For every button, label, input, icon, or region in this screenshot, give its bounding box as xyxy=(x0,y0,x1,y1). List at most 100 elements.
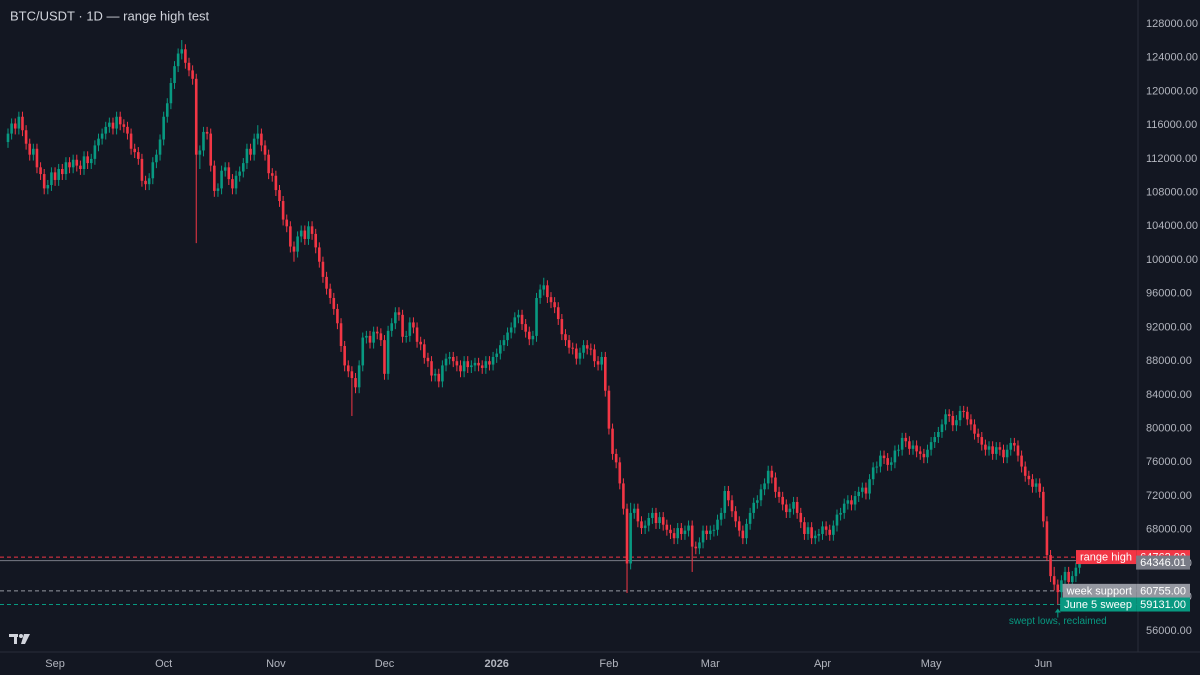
candle-body xyxy=(984,444,987,450)
candle-body xyxy=(368,335,372,343)
candle-body xyxy=(745,523,748,539)
candle-body xyxy=(1067,571,1070,583)
candle-body xyxy=(614,453,618,463)
candle-body xyxy=(969,419,973,425)
candle-body xyxy=(553,302,556,308)
candle-body xyxy=(994,447,998,454)
candle-body xyxy=(426,357,430,362)
x-tick-label: 2026 xyxy=(484,658,508,670)
candle-body xyxy=(759,489,763,501)
candle-body xyxy=(390,323,394,331)
candle-body xyxy=(260,133,263,146)
candle-body xyxy=(542,285,546,290)
candle-body xyxy=(307,226,310,239)
candle-body xyxy=(158,139,162,155)
candle-body xyxy=(951,415,955,426)
candle-body xyxy=(911,445,915,449)
candle-body xyxy=(191,70,194,79)
candle-body xyxy=(404,335,408,337)
candle-body xyxy=(698,542,701,549)
candle-body xyxy=(803,522,806,534)
level-name-tag: range high xyxy=(1080,551,1132,563)
candle-body xyxy=(209,133,213,166)
candle-body xyxy=(180,49,184,54)
candle-body xyxy=(991,446,994,454)
candle-body xyxy=(687,525,690,531)
candle-body xyxy=(618,462,622,484)
candle-body xyxy=(89,158,93,164)
candle-body xyxy=(520,314,524,325)
level-name-tag-bg xyxy=(1076,550,1136,565)
candle-body xyxy=(897,449,900,451)
y-tick-label: 72000.00 xyxy=(1146,490,1192,502)
candle-body xyxy=(719,512,723,520)
candle-body xyxy=(625,508,629,564)
candle-body xyxy=(488,361,491,365)
logo-part xyxy=(19,634,23,638)
candle-body xyxy=(245,148,249,164)
logo xyxy=(9,634,30,644)
candle-body xyxy=(929,442,933,450)
candle-body xyxy=(115,116,118,129)
candle-body xyxy=(517,314,520,318)
candle-body xyxy=(647,517,651,526)
y-tick-label: 88000.00 xyxy=(1146,355,1192,367)
candle-body xyxy=(770,470,774,478)
candle-body xyxy=(314,233,317,248)
candle-body xyxy=(832,525,835,535)
candle-body xyxy=(502,340,506,346)
candle-body xyxy=(915,445,918,452)
candle-body xyxy=(238,171,241,176)
candle-body xyxy=(1056,584,1060,593)
candle-body xyxy=(184,49,187,63)
candle-body xyxy=(310,226,314,234)
y-tick-label: 104000.00 xyxy=(1146,220,1198,232)
candle-body xyxy=(441,365,444,382)
candle-body xyxy=(868,479,871,494)
candle-body xyxy=(604,356,607,391)
candle-body xyxy=(321,261,325,277)
candle-body xyxy=(853,496,857,505)
candle-body xyxy=(727,491,730,501)
candle-body xyxy=(737,521,741,531)
candle-body xyxy=(987,446,991,450)
candle-body xyxy=(480,365,484,368)
candle-body xyxy=(1070,576,1074,583)
candle-body xyxy=(451,356,455,362)
candle-body xyxy=(589,348,593,350)
candle-body xyxy=(922,453,926,458)
candle-body xyxy=(1060,580,1063,593)
candle-body xyxy=(1078,560,1081,568)
candle-body xyxy=(694,546,698,549)
candle-body xyxy=(50,172,53,186)
candle-body xyxy=(879,455,882,467)
candle-body xyxy=(1027,475,1031,480)
candle-body xyxy=(111,122,115,129)
candle-body xyxy=(263,145,267,155)
candle-body xyxy=(513,317,517,328)
candle-body xyxy=(444,358,448,366)
y-tick-label: 92000.00 xyxy=(1146,321,1192,333)
candle-body xyxy=(205,131,209,134)
candle-body xyxy=(1009,442,1013,450)
candle-body xyxy=(202,131,205,151)
candle-body xyxy=(788,508,792,513)
candle-body xyxy=(777,491,781,497)
candle-body xyxy=(1042,491,1045,522)
candle-body xyxy=(864,487,868,494)
candle-body xyxy=(792,501,795,509)
logo-part xyxy=(14,634,17,644)
candle-body xyxy=(299,230,303,237)
candle-body xyxy=(1031,479,1034,487)
candle-body xyxy=(53,172,57,180)
candle-body xyxy=(223,167,227,171)
candle-body xyxy=(147,178,151,185)
candle-body xyxy=(846,500,850,504)
candle-body xyxy=(281,201,285,220)
candle-body xyxy=(24,130,28,144)
candle-body xyxy=(108,122,111,127)
candle-body xyxy=(137,152,140,159)
candle-body xyxy=(600,356,603,365)
y-tick-label: 76000.00 xyxy=(1146,456,1192,468)
candle-body xyxy=(234,175,238,189)
